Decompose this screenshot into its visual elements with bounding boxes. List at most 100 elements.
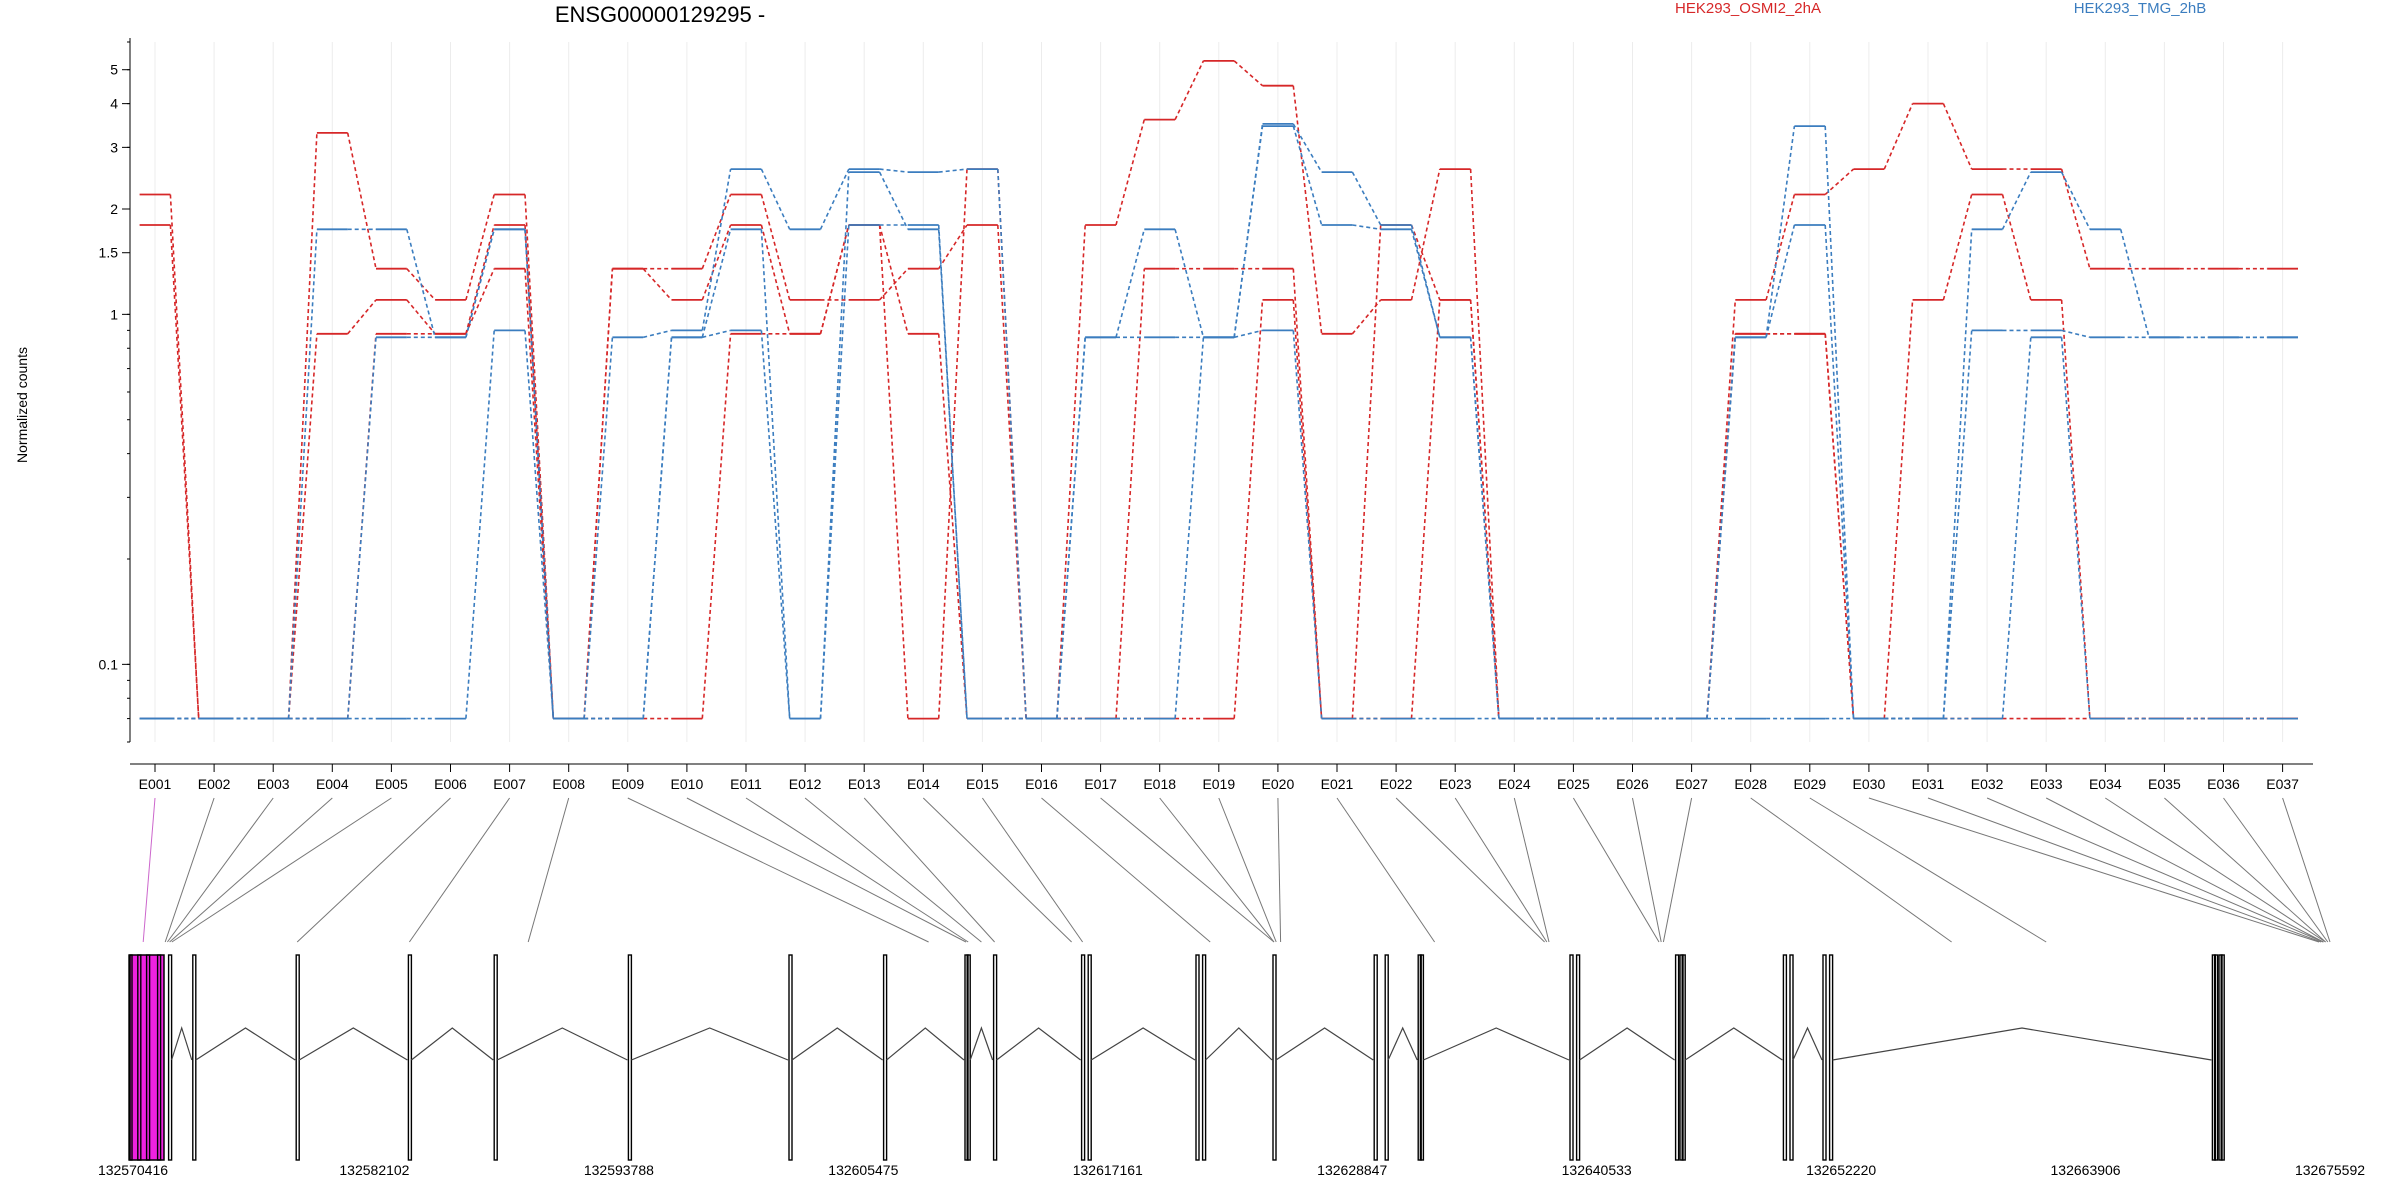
exon-block-E008 <box>407 954 413 1161</box>
coordinate-label-5: 132628847 <box>1317 1162 1387 1178</box>
connector-E003 <box>166 797 274 943</box>
exon-block-E029 <box>1681 954 1686 1161</box>
exon-block-E026 <box>1575 954 1581 1161</box>
x-tick-label-E032: E032 <box>1971 776 2004 792</box>
coordinate-label-2: 132593788 <box>584 1162 654 1178</box>
exon-block-E016 <box>1080 954 1086 1161</box>
exon-block-E003 <box>145 954 151 1161</box>
series-line-HEK293_TMG_2hB-rep3-ramps <box>170 171 2268 720</box>
connector-E022 <box>1395 797 1545 943</box>
x-tick-label-E024: E024 <box>1498 776 1531 792</box>
exon-block-E019 <box>1201 954 1207 1161</box>
intron-E008 <box>411 1027 494 1061</box>
intron-E006 <box>195 1027 296 1061</box>
connector-E023 <box>1454 797 1548 943</box>
x-tick-label-E034: E034 <box>2089 776 2122 792</box>
x-tick-label-E022: E022 <box>1380 776 1413 792</box>
plot-grid <box>154 42 2284 742</box>
x-tick-label-E021: E021 <box>1321 776 1354 792</box>
exon-block-E032 <box>1822 954 1827 1161</box>
intron-E026 <box>1579 1027 1675 1061</box>
x-tick-label-E002: E002 <box>198 776 231 792</box>
x-tick-label-E037: E037 <box>2266 776 2299 792</box>
x-tick-label-E033: E033 <box>2030 776 2063 792</box>
intron-E011 <box>791 1027 883 1061</box>
x-tick-label-E012: E012 <box>789 776 822 792</box>
legend-series-b: HEK293_TMG_2hB <box>2074 0 2207 17</box>
intron-E017 <box>1090 1027 1196 1061</box>
chart-title: ENSG00000129295 - <box>555 2 765 27</box>
x-tick-label-E010: E010 <box>671 776 704 792</box>
connector-E018 <box>1159 797 1275 943</box>
x-tick-label-E014: E014 <box>907 776 940 792</box>
connector-E014 <box>922 797 1072 943</box>
x-tick-label-E030: E030 <box>1853 776 1886 792</box>
x-tick-label-E020: E020 <box>1262 776 1295 792</box>
x-tick-label-E007: E007 <box>493 776 526 792</box>
exon-block-E025 <box>1569 954 1574 1161</box>
exon-block-E010 <box>627 954 633 1161</box>
connector-E027 <box>1662 797 1693 943</box>
x-axis-ticks: E001 E002 E003 E004 E005 E006 E007 E008 E009 E010… <box>130 763 2313 792</box>
y-axis-label: Normalized counts <box>14 347 30 463</box>
connector-E025 <box>1572 797 1660 943</box>
connector-E005 <box>171 797 392 943</box>
intron-E020 <box>1275 1027 1374 1061</box>
exon-block-E004 <box>156 954 162 1161</box>
intron-E031 <box>1792 1026 1823 1061</box>
connector-E004 <box>169 797 333 943</box>
connector-E030 <box>1868 797 2320 943</box>
coordinate-label-4: 132617161 <box>1073 1162 1143 1178</box>
exon-block-E012 <box>882 954 888 1161</box>
coordinate-label-7: 132652220 <box>1806 1162 1876 1178</box>
series-line-HEK293_TMG_2hB-rep3 <box>139 171 2298 720</box>
x-tick-label-E003: E003 <box>257 776 290 792</box>
connector-E020 <box>1277 797 1282 943</box>
coordinate-label-8: 132663906 <box>2051 1162 2121 1178</box>
y-tick-label-3: 3 <box>110 139 118 155</box>
x-tick-label-E016: E016 <box>1025 776 1058 792</box>
x-tick-label-E027: E027 <box>1675 776 1708 792</box>
x-tick-label-E028: E028 <box>1734 776 1767 792</box>
intron-E007 <box>298 1027 408 1061</box>
exon-block-E033 <box>1828 954 1834 1161</box>
x-tick-label-E005: E005 <box>375 776 408 792</box>
intron-E009 <box>496 1027 628 1061</box>
connector-E021 <box>1336 797 1436 943</box>
intron-E005 <box>171 1026 193 1061</box>
x-tick-label-E011: E011 <box>730 776 762 792</box>
connector-E032 <box>1986 797 2324 943</box>
connector-E013 <box>863 797 995 943</box>
x-tick-label-E009: E009 <box>611 776 644 792</box>
intron-E015 <box>996 1027 1081 1061</box>
intron-E022 <box>1387 1026 1418 1061</box>
exon-block-E037 <box>2220 954 2225 1161</box>
x-tick-label-E008: E008 <box>552 776 585 792</box>
intron-E029 <box>1684 1027 1783 1061</box>
exon-block-E013 <box>964 954 969 1161</box>
x-tick-label-E001: E001 <box>139 776 172 792</box>
connector-E008 <box>527 797 570 943</box>
exon-block-E017 <box>1087 954 1092 1161</box>
exon-block-E035 <box>2213 954 2219 1161</box>
y-tick-label-0.1: 0.1 <box>99 656 119 672</box>
intron-E024 <box>1423 1027 1570 1061</box>
x-tick-label-E018: E018 <box>1143 776 1176 792</box>
exon-block-E027 <box>1674 954 1680 1161</box>
exon-block-E022 <box>1384 954 1389 1161</box>
connector-E029 <box>1809 797 2047 943</box>
intron-E019 <box>1205 1027 1273 1061</box>
exon-block-E020 <box>1272 954 1277 1161</box>
connector-E037 <box>2282 797 2331 943</box>
x-tick-label-E023: E023 <box>1439 776 1472 792</box>
exon-block-E023 <box>1417 954 1422 1161</box>
connector-E001 <box>142 797 156 943</box>
connector-E016 <box>1041 797 1211 943</box>
y-tick-label-4: 4 <box>110 96 118 112</box>
intron-E033 <box>1832 1027 2212 1061</box>
x-tick-label-E026: E026 <box>1616 776 1649 792</box>
y-tick-label-1: 1 <box>110 306 118 322</box>
exon-block-E031 <box>1789 954 1794 1161</box>
coordinate-label-3: 132605475 <box>828 1162 898 1178</box>
plot-series <box>139 60 2298 720</box>
